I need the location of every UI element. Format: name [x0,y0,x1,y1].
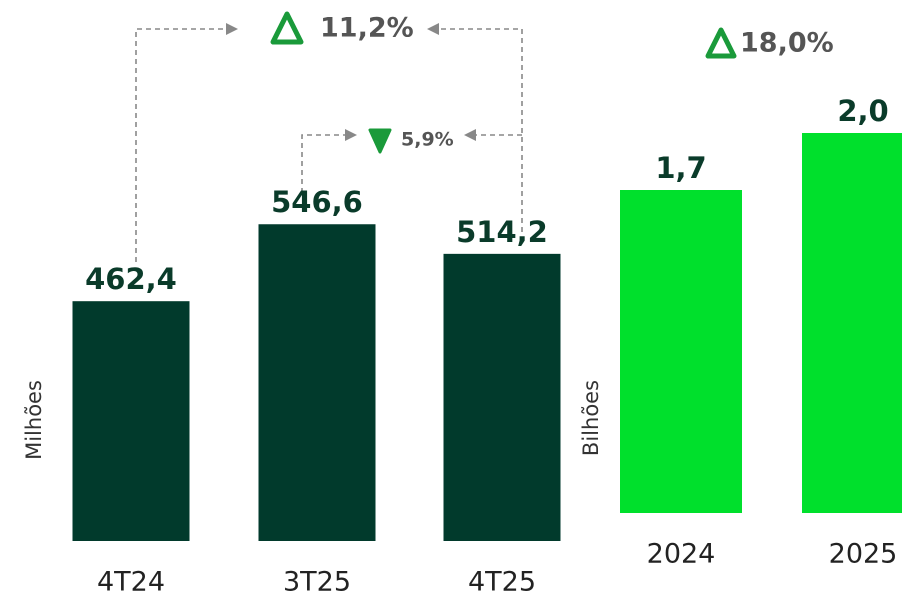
connector [135,28,228,262]
x-tick-label: 3T25 [283,567,351,597]
value-label: 1,7 [655,151,706,185]
value-label: 2,0 [837,94,888,128]
arrow-head [345,129,357,141]
x-tick-label: 4T24 [97,567,165,597]
annotation: 5,9% [401,129,454,151]
arrow-head [427,23,439,35]
up-triangle [270,11,304,45]
y-axis-label: Milhões [22,380,46,460]
value-label: 546,6 [271,185,363,219]
up-triangle [705,27,737,59]
annotation: 18,0% [740,28,834,59]
annotation: 11,2% [320,13,414,44]
value-label: 514,2 [456,215,548,249]
connector [438,28,523,232]
bar [72,301,190,541]
x-tick-label: 2025 [829,539,898,570]
y-axis-label: Bilhões [579,380,603,456]
down-triangle [368,128,392,154]
value-label: 462,4 [85,262,177,296]
bar [620,190,742,513]
connectors [135,23,523,262]
connector [301,134,347,193]
arrow-head [226,23,238,35]
bar [802,133,902,513]
arrow-head [464,129,476,141]
x-tick-label: 4T25 [468,567,536,597]
bar [443,253,561,541]
bar [258,224,376,542]
x-tick-label: 2024 [647,539,716,570]
